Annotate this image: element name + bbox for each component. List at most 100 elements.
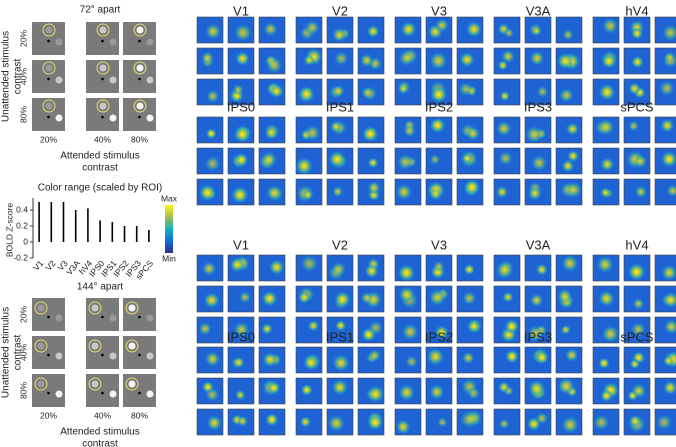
heatmap-tile (493, 408, 521, 436)
unattended-stimulus (109, 114, 117, 122)
roi-label: hV4 (625, 237, 648, 252)
activation-blob (466, 126, 481, 141)
roi-label: IPS3 (524, 99, 552, 114)
attention-cue (34, 377, 48, 391)
activation-blob (498, 381, 510, 394)
attended-stimulus (136, 102, 144, 110)
roi-label: sPCS (620, 99, 654, 114)
activation-blob (437, 417, 448, 428)
activation-blob (367, 181, 381, 195)
attended-stimulus (45, 102, 53, 110)
roi-label: V3 (431, 3, 447, 18)
activation-blob (261, 290, 278, 307)
activation-blob (631, 383, 647, 399)
activation-blob (467, 386, 481, 400)
activation-blob (632, 297, 645, 310)
roi-label: V3A (526, 3, 551, 18)
activation-blob (598, 357, 610, 369)
y-tick-label: 0.2 (16, 220, 28, 230)
activation-blob (302, 189, 314, 201)
chart-title: Color range (scaled by ROI) (38, 183, 163, 194)
activation-blob (397, 264, 416, 282)
activation-blob (328, 150, 346, 168)
activation-blob (303, 54, 315, 66)
activation-blob (234, 152, 249, 167)
attention-cue (88, 301, 102, 315)
activation-blob (458, 82, 473, 97)
activation-blob (498, 418, 510, 430)
roi-label: V3 (431, 237, 447, 252)
activation-blob (633, 154, 648, 169)
activation-blob (303, 355, 319, 371)
activation-blob (233, 23, 252, 42)
attended-stimulus (45, 26, 53, 34)
colorbar (165, 205, 173, 253)
roi-label: IPS0 (227, 329, 255, 344)
activation-blob (368, 349, 381, 362)
activation-blob (531, 25, 542, 36)
activation-blob (201, 261, 217, 276)
panel-title: 144° apart (77, 282, 123, 293)
fixation (47, 391, 50, 395)
activation-blob (627, 262, 646, 281)
activation-blob (233, 126, 251, 144)
activation-blob (561, 416, 579, 434)
roi-label: hV4 (625, 3, 648, 18)
activation-blob (429, 384, 445, 400)
activation-blob (366, 24, 380, 38)
activation-blob (266, 57, 283, 74)
y-axis-label: Unattended stimulus (1, 307, 12, 398)
activation-blob (463, 263, 475, 276)
activation-blob (261, 323, 273, 335)
activation-blob (460, 410, 478, 429)
activation-blob (298, 291, 311, 304)
unattended-stimulus (146, 390, 154, 398)
colorbar-max: Max (161, 193, 178, 203)
attention-cue (133, 23, 147, 37)
attention-cue (125, 301, 139, 315)
activation-blob (562, 29, 574, 41)
activation-blob (434, 325, 449, 340)
roi-label: IPS2 (425, 329, 453, 344)
attended-stimulus (136, 64, 144, 72)
fixation (47, 315, 50, 319)
roi-label: IPS2 (425, 99, 453, 114)
activation-blob (198, 322, 212, 336)
heatmap-tile (326, 178, 354, 206)
activation-blob (501, 49, 515, 64)
activation-blob (598, 290, 615, 307)
activation-blob (331, 261, 347, 277)
activation-blob (429, 188, 442, 201)
activation-blob (265, 184, 282, 201)
activation-blob (235, 51, 249, 66)
activation-blob (660, 118, 675, 133)
activation-blob (601, 325, 620, 343)
activation-blob (428, 289, 446, 306)
attention-cue (34, 301, 48, 315)
activation-blob (459, 51, 475, 68)
activation-blob (203, 292, 220, 309)
activation-blob (201, 380, 214, 394)
unattended-stimulus (55, 352, 63, 360)
activation-blob (263, 22, 278, 37)
attended-stimulus (99, 102, 107, 110)
activation-blob (461, 351, 475, 365)
activation-blob (634, 185, 648, 199)
attention-cue (88, 339, 102, 353)
fixation (101, 115, 104, 119)
activation-blob (403, 124, 416, 137)
fixation (101, 353, 104, 357)
activation-blob (631, 27, 644, 40)
fixation (47, 39, 50, 43)
activation-blob (632, 351, 646, 365)
activation-blob (206, 89, 220, 103)
activation-blob (662, 24, 676, 42)
activation-blob (661, 151, 676, 168)
activation-blob (561, 159, 575, 173)
activation-blob (364, 263, 379, 279)
activation-blob (599, 187, 611, 199)
activation-blob (395, 183, 413, 201)
activation-blob (566, 149, 580, 163)
attended-stimulus (37, 304, 45, 312)
activation-blob (465, 21, 483, 38)
